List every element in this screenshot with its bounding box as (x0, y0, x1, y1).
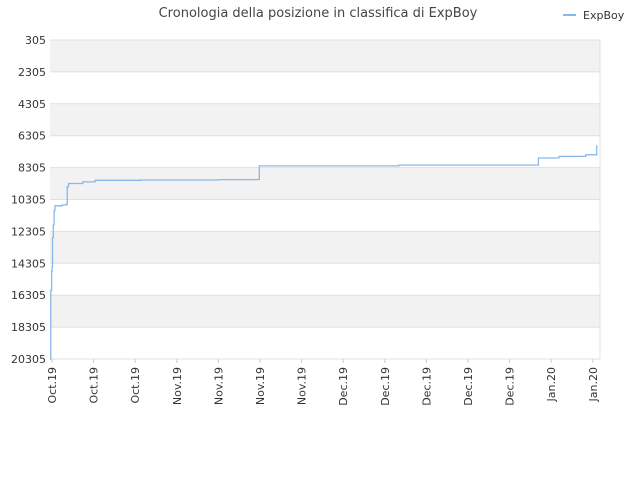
y-tick-label: 18305 (11, 321, 46, 334)
x-tick-label: Dec.19 (462, 367, 475, 406)
gridlines (50, 39, 601, 360)
x-tick-label: Oct.19 (88, 367, 101, 404)
legend: ExpBoy (563, 9, 625, 22)
grid-bands (50, 40, 600, 359)
x-tick-label: Oct.19 (129, 367, 142, 404)
x-tick-label: Jan.20 (587, 367, 600, 402)
grid-band (50, 71, 600, 104)
y-axis-ticks: 305 2305 4305 6305 8305 10305 12305 14305 16305 1… (11, 34, 46, 366)
x-tick-label: Nov.19 (254, 367, 267, 405)
grid-band (50, 327, 600, 359)
grid-band (50, 199, 600, 232)
y-tick-label: 16305 (11, 289, 46, 302)
y-tick-label: 6305 (18, 130, 46, 143)
x-tick-label: Dec.19 (379, 367, 392, 406)
x-axis-ticks: Oct.19 Oct.19 Oct.19 Nov.19 Nov.19 Nov.19 Nov.… (46, 359, 600, 406)
grid-band (50, 295, 600, 328)
grid-band (50, 135, 600, 168)
y-tick-label: 20305 (11, 353, 46, 366)
series-line-expboy (50, 145, 598, 360)
x-tick-label: Dec.19 (337, 367, 350, 406)
x-tick-label: Oct.19 (46, 367, 59, 404)
x-tick-label: Nov.19 (212, 367, 225, 405)
y-tick-label: 14305 (11, 257, 46, 270)
grid-band (50, 231, 600, 264)
y-tick-label: 10305 (11, 194, 46, 207)
x-tick-label: Dec.19 (420, 367, 433, 406)
chart-title: Cronologia della posizione in classifica… (159, 6, 478, 21)
y-tick-label: 2305 (18, 66, 46, 79)
grid-band (50, 40, 600, 72)
legend-label: ExpBoy (583, 9, 625, 22)
grid-band (50, 263, 600, 296)
x-tick-label: Nov.19 (171, 367, 184, 405)
grid-band (50, 103, 600, 136)
x-tick-label: Jan.20 (545, 367, 558, 402)
y-tick-label: 8305 (18, 162, 46, 175)
y-tick-label: 12305 (11, 225, 46, 238)
y-tick-label: 4305 (18, 98, 46, 111)
y-tick-label: 305 (25, 34, 46, 47)
x-tick-label: Dec.19 (504, 367, 517, 406)
grid-band (50, 167, 600, 200)
x-tick-label: Nov.19 (296, 367, 309, 405)
